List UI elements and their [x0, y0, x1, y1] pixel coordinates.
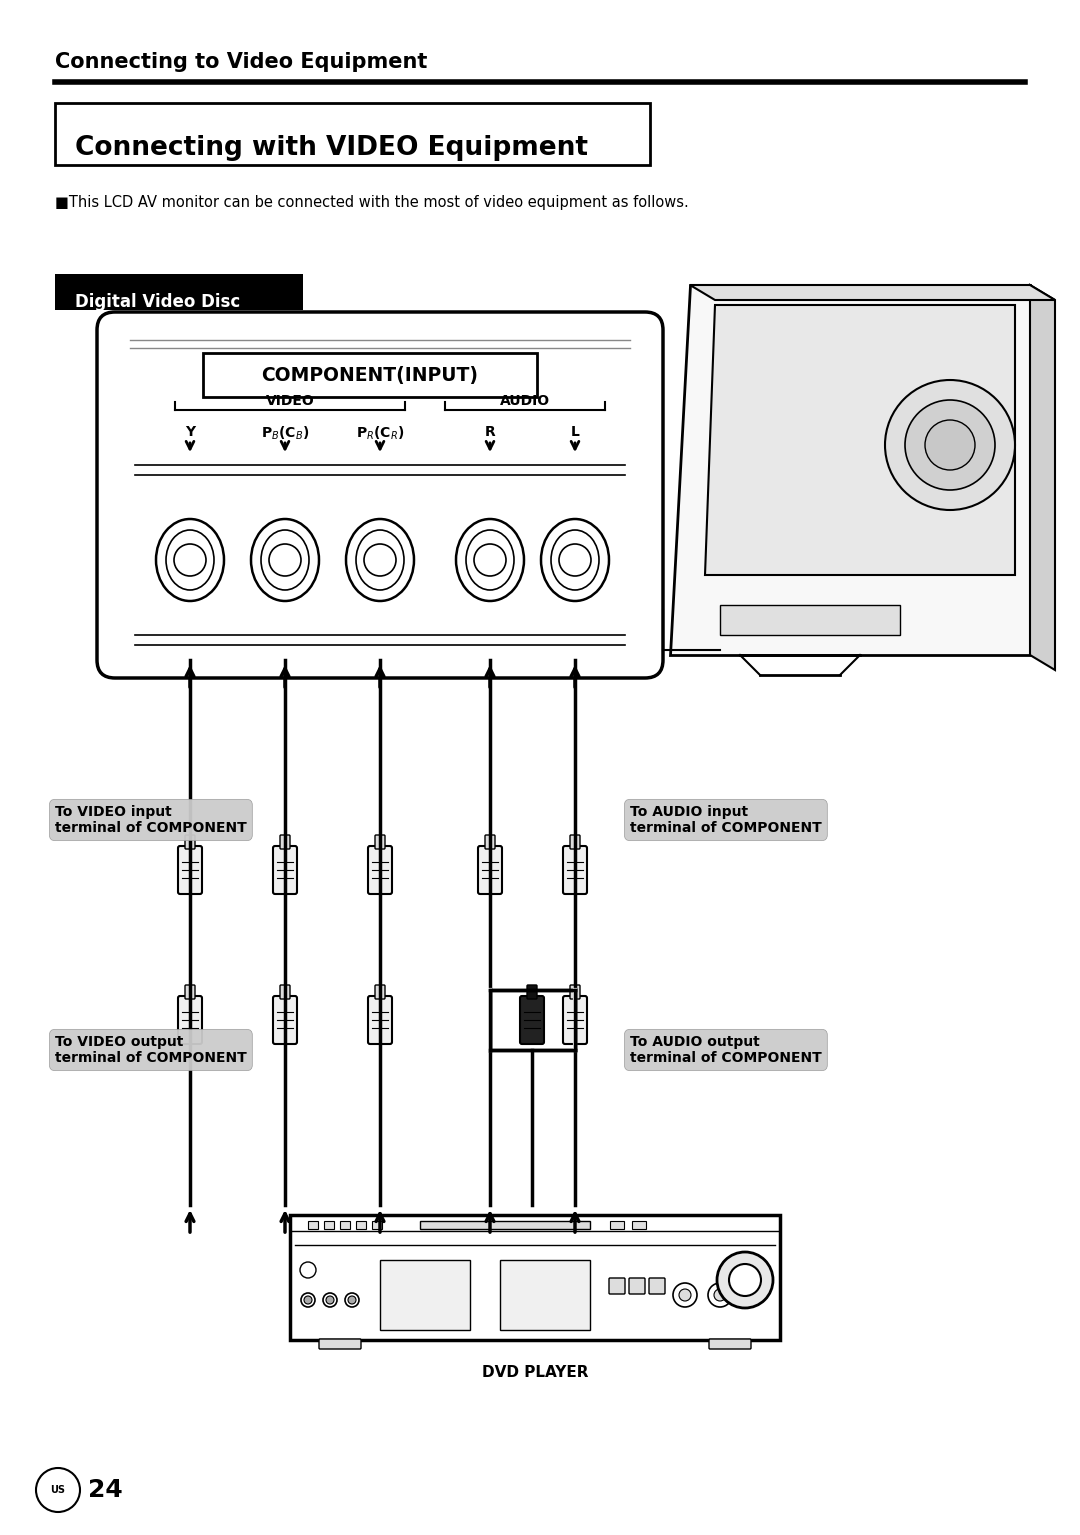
Text: US: US: [51, 1484, 66, 1495]
FancyBboxPatch shape: [55, 275, 303, 310]
Text: Connecting with VIDEO Equipment: Connecting with VIDEO Equipment: [75, 135, 588, 161]
FancyBboxPatch shape: [178, 996, 202, 1044]
Ellipse shape: [551, 530, 599, 589]
Circle shape: [673, 1283, 697, 1306]
FancyBboxPatch shape: [203, 353, 537, 398]
FancyBboxPatch shape: [319, 1339, 361, 1349]
FancyBboxPatch shape: [55, 103, 650, 164]
Circle shape: [345, 1292, 359, 1306]
Circle shape: [301, 1292, 315, 1306]
FancyBboxPatch shape: [632, 1220, 646, 1230]
FancyBboxPatch shape: [308, 1220, 318, 1230]
FancyBboxPatch shape: [368, 846, 392, 893]
Ellipse shape: [166, 530, 214, 589]
FancyBboxPatch shape: [609, 1279, 625, 1294]
FancyBboxPatch shape: [500, 1260, 590, 1329]
FancyBboxPatch shape: [178, 846, 202, 893]
FancyBboxPatch shape: [340, 1220, 350, 1230]
Text: To VIDEO input
terminal of COMPONENT: To VIDEO input terminal of COMPONENT: [55, 804, 246, 835]
FancyBboxPatch shape: [280, 985, 291, 999]
Ellipse shape: [156, 519, 224, 602]
Text: DVD PLAYER: DVD PLAYER: [482, 1365, 589, 1380]
Text: Y: Y: [185, 425, 195, 439]
Ellipse shape: [346, 519, 414, 602]
Ellipse shape: [541, 519, 609, 602]
FancyBboxPatch shape: [185, 835, 195, 849]
Circle shape: [729, 1263, 761, 1296]
Text: To AUDIO input
terminal of COMPONENT: To AUDIO input terminal of COMPONENT: [630, 804, 822, 835]
Circle shape: [714, 1289, 726, 1302]
Circle shape: [174, 543, 206, 576]
FancyBboxPatch shape: [273, 996, 297, 1044]
Circle shape: [717, 1253, 773, 1308]
FancyBboxPatch shape: [273, 846, 297, 893]
FancyBboxPatch shape: [563, 996, 588, 1044]
Text: AUDIO: AUDIO: [500, 394, 550, 408]
Circle shape: [326, 1296, 334, 1305]
Ellipse shape: [251, 519, 319, 602]
Polygon shape: [705, 305, 1015, 576]
Circle shape: [348, 1296, 356, 1305]
FancyBboxPatch shape: [280, 835, 291, 849]
Polygon shape: [690, 286, 1055, 299]
Text: VIDEO: VIDEO: [266, 394, 314, 408]
Circle shape: [924, 421, 975, 470]
Polygon shape: [1030, 286, 1055, 669]
Ellipse shape: [261, 530, 309, 589]
FancyBboxPatch shape: [97, 312, 663, 678]
Circle shape: [269, 543, 301, 576]
Circle shape: [303, 1296, 312, 1305]
FancyBboxPatch shape: [629, 1279, 645, 1294]
FancyBboxPatch shape: [478, 846, 502, 893]
Text: R: R: [485, 425, 496, 439]
Circle shape: [679, 1289, 691, 1302]
Text: P$_B$(C$_B$): P$_B$(C$_B$): [261, 425, 309, 442]
FancyBboxPatch shape: [291, 1216, 780, 1340]
Ellipse shape: [465, 530, 514, 589]
Circle shape: [708, 1283, 732, 1306]
FancyBboxPatch shape: [372, 1220, 382, 1230]
FancyBboxPatch shape: [563, 846, 588, 893]
Circle shape: [885, 381, 1015, 510]
Circle shape: [300, 1262, 316, 1279]
FancyBboxPatch shape: [185, 985, 195, 999]
FancyBboxPatch shape: [527, 985, 537, 999]
Text: 24: 24: [87, 1478, 123, 1503]
Text: Digital Video Disc: Digital Video Disc: [75, 293, 240, 312]
Circle shape: [559, 543, 591, 576]
Circle shape: [474, 543, 507, 576]
FancyBboxPatch shape: [324, 1220, 334, 1230]
FancyBboxPatch shape: [610, 1220, 624, 1230]
Text: To VIDEO output
terminal of COMPONENT: To VIDEO output terminal of COMPONENT: [55, 1035, 246, 1065]
FancyBboxPatch shape: [380, 1260, 470, 1329]
Circle shape: [364, 543, 396, 576]
FancyBboxPatch shape: [375, 835, 384, 849]
FancyBboxPatch shape: [720, 605, 900, 635]
Text: To AUDIO output
terminal of COMPONENT: To AUDIO output terminal of COMPONENT: [630, 1035, 822, 1065]
FancyBboxPatch shape: [570, 835, 580, 849]
Ellipse shape: [356, 530, 404, 589]
Text: ■This LCD AV monitor can be connected with the most of video equipment as follow: ■This LCD AV monitor can be connected wi…: [55, 195, 689, 210]
Polygon shape: [670, 286, 1030, 655]
FancyBboxPatch shape: [368, 996, 392, 1044]
FancyBboxPatch shape: [485, 835, 495, 849]
Text: Connecting to Video Equipment: Connecting to Video Equipment: [55, 52, 428, 72]
Text: COMPONENT(INPUT): COMPONENT(INPUT): [261, 365, 478, 384]
Text: P$_R$(C$_R$): P$_R$(C$_R$): [355, 425, 404, 442]
FancyBboxPatch shape: [570, 985, 580, 999]
FancyBboxPatch shape: [519, 996, 544, 1044]
Circle shape: [905, 401, 995, 490]
Ellipse shape: [456, 519, 524, 602]
FancyBboxPatch shape: [649, 1279, 665, 1294]
Text: L: L: [570, 425, 580, 439]
Circle shape: [36, 1467, 80, 1512]
Circle shape: [323, 1292, 337, 1306]
FancyBboxPatch shape: [420, 1220, 590, 1230]
FancyBboxPatch shape: [356, 1220, 366, 1230]
FancyBboxPatch shape: [375, 985, 384, 999]
FancyBboxPatch shape: [708, 1339, 751, 1349]
